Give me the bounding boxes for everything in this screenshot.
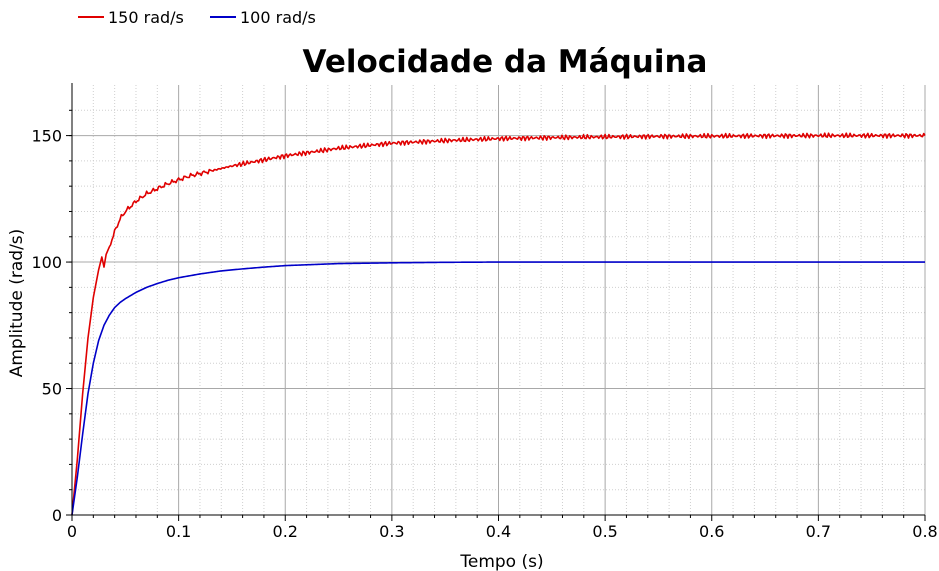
- x-tick-label: 0.8: [912, 522, 937, 541]
- x-axis-label: Tempo (s): [459, 552, 543, 571]
- y-tick-label: 100: [31, 253, 62, 272]
- x-tick-label: 0.2: [273, 522, 298, 541]
- legend-label-100: 100 rad/s: [240, 8, 316, 27]
- x-tick-label: 0.5: [592, 522, 617, 541]
- x-tick-label: 0.7: [806, 522, 831, 541]
- series-line-100: [71, 261, 925, 516]
- chart-title: Velocidade da Máquina: [303, 44, 708, 80]
- y-tick-label: 50: [42, 380, 62, 399]
- legend: 150 rad/s 100 rad/s: [78, 8, 316, 27]
- y-tick-label: 0: [52, 506, 62, 525]
- x-tick-label: 0.4: [486, 522, 511, 541]
- y-ticks: 0 50 100 150: [31, 109, 72, 525]
- x-tick-label: 0.1: [166, 522, 191, 541]
- y-tick-label: 150: [31, 127, 62, 146]
- series-layer: [71, 132, 926, 516]
- x-tick-label: 0.3: [379, 522, 404, 541]
- x-tick-label: 0: [67, 522, 77, 541]
- legend-label-150: 150 rad/s: [108, 8, 184, 27]
- y-axis-label: Amplitude (rad/s): [7, 229, 27, 378]
- x-ticks: 0 0.1 0.2 0.3 0.4 0.5 0.6 0.7 0.8: [67, 515, 938, 541]
- series-line-150: [71, 132, 926, 516]
- x-tick-label: 0.6: [699, 522, 724, 541]
